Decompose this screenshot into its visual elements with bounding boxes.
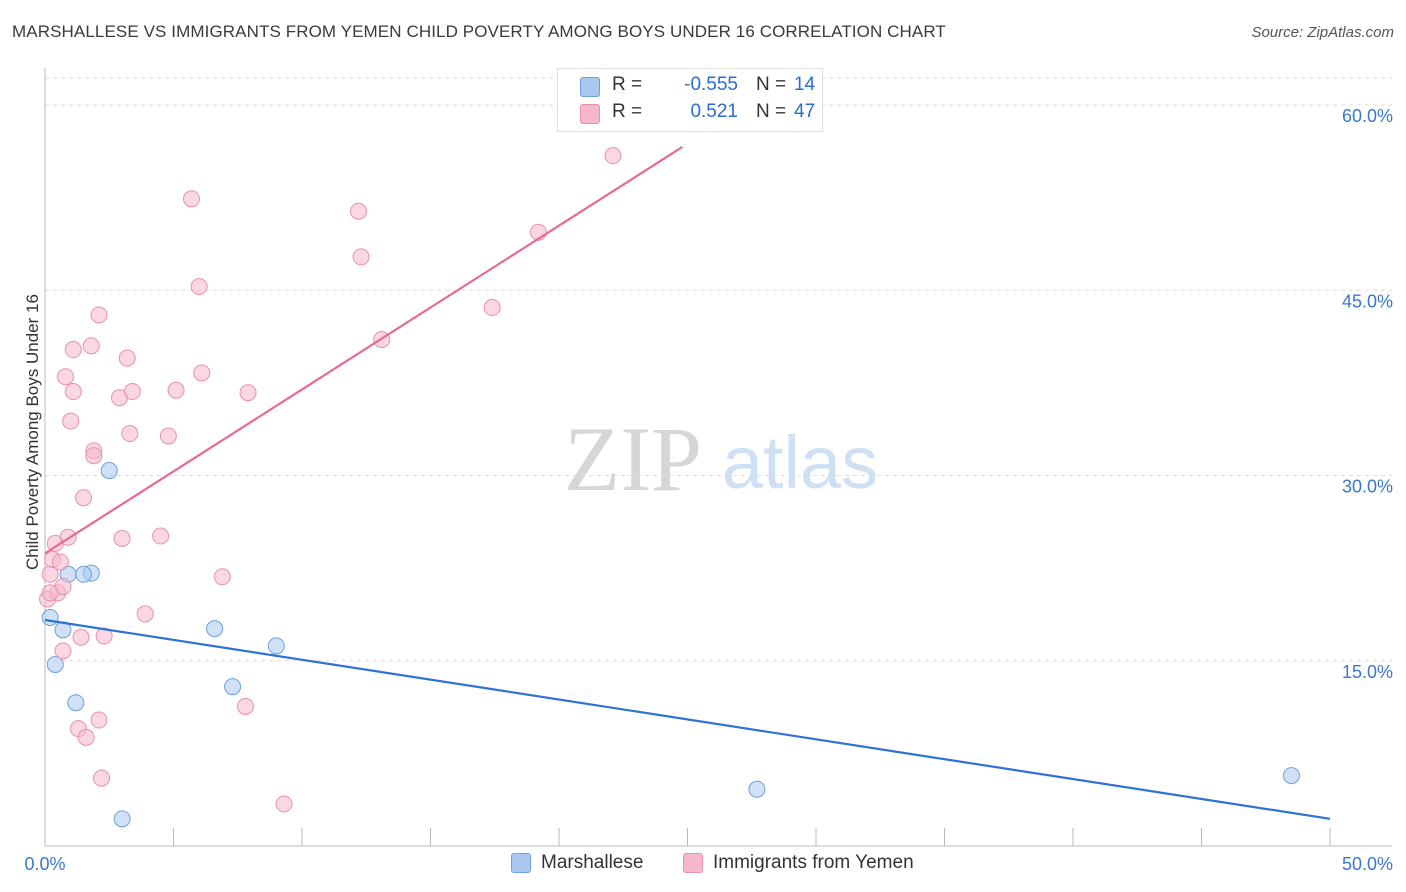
marshallese-trend-line (44, 618, 1331, 820)
yemen-point (90, 711, 108, 729)
yemen-point (121, 425, 139, 443)
yemen-swatch (580, 104, 600, 124)
marshallese-point (113, 810, 131, 828)
yemen-point (72, 628, 90, 646)
marshallese-swatch (580, 77, 600, 97)
x-tick-label: 0.0% (24, 854, 65, 874)
legend-swatch-marshallese (511, 853, 531, 873)
marshallese-point (206, 620, 224, 638)
legend-label: Immigrants from Yemen (713, 852, 914, 873)
y-axis-label: Child Poverty Among Boys Under 16 (23, 294, 42, 570)
yemen-point (275, 795, 293, 813)
yemen-point (113, 529, 131, 547)
marshallese-point (224, 678, 242, 696)
yemen-point (483, 299, 501, 317)
y-tick-label: 15.0% (1342, 662, 1393, 682)
yemen-point (54, 642, 72, 660)
n-value: 14 (794, 74, 816, 95)
r-value: -0.555 (684, 74, 738, 95)
yemen-point (352, 248, 370, 266)
n-value: 47 (794, 101, 816, 122)
y-tick-label: 60.0% (1342, 106, 1393, 126)
y-tick-label: 45.0% (1342, 291, 1393, 311)
yemen-point (77, 728, 95, 746)
legend-swatch-yemen (683, 853, 703, 873)
yemen-point (159, 427, 177, 445)
marshallese-point (1282, 767, 1300, 785)
yemen-point (604, 147, 622, 165)
yemen-point (350, 202, 368, 220)
yemen-point (51, 553, 69, 571)
yemen-point (90, 306, 108, 324)
correlation-stats-box: R = -0.555 N = 14 R = 0.521 N = 47 (557, 68, 823, 132)
marshallese-point (75, 565, 93, 583)
legend-item-yemen[interactable]: Immigrants from Yemen (683, 852, 914, 874)
n-label: N = (756, 74, 787, 95)
marshallese-point (100, 462, 118, 480)
yemen-point (239, 384, 257, 402)
yemen-point (152, 527, 170, 545)
yemen-point (75, 489, 93, 507)
yemen-point (167, 381, 185, 399)
yemen-point (57, 368, 75, 386)
yemen-point (118, 349, 136, 367)
yemen-point (193, 364, 211, 382)
yemen-point (41, 584, 59, 602)
x-tick-label: 50.0% (1342, 854, 1393, 874)
marshallese-point (748, 780, 766, 798)
r-value: 0.521 (690, 101, 738, 122)
source-credit: Source: ZipAtlas.com (1251, 24, 1394, 41)
r-label: R = (612, 101, 643, 122)
yemen-point (82, 337, 100, 355)
yemen-point (62, 412, 80, 430)
yemen-point (182, 190, 200, 208)
marshallese-point (41, 609, 59, 627)
marshallese-point (67, 694, 85, 712)
yemen-point (190, 278, 208, 296)
legend-label: Marshallese (541, 852, 644, 873)
chart-title: MARSHALLESE VS IMMIGRANTS FROM YEMEN CHI… (12, 22, 946, 41)
yemen-point (64, 383, 82, 401)
watermark-zip: ZIP (564, 408, 702, 510)
yemen-point (64, 341, 82, 359)
yemen-point (93, 769, 111, 787)
yemen-point (236, 697, 254, 715)
n-label: N = (756, 101, 787, 122)
yemen-point (136, 605, 154, 623)
yemen-point (213, 568, 231, 586)
marshallese-point (46, 655, 64, 673)
y-tick-label: 30.0% (1342, 477, 1393, 497)
marshallese-point (267, 637, 285, 655)
r-label: R = (612, 74, 643, 95)
legend-item-marshallese[interactable]: Marshallese (511, 852, 643, 874)
watermark-atlas: atlas (722, 421, 878, 504)
yemen-point (123, 383, 141, 401)
yemen-point (85, 447, 103, 465)
yemen-trend-line (44, 146, 683, 555)
